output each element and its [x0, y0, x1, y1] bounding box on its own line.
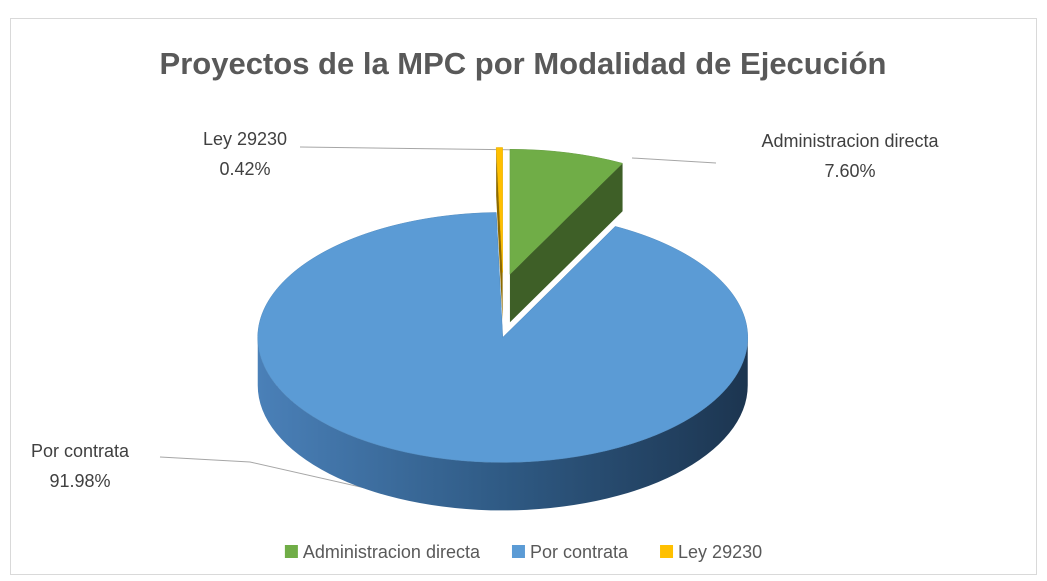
data-label-category: Ley 29230 [203, 129, 287, 149]
slice [495, 147, 503, 273]
legend-swatch [660, 545, 674, 558]
legend-swatch [284, 545, 298, 558]
chart-title: Proyectos de la MPC por Modalidad de Eje… [160, 46, 887, 81]
data-label-category: Administracion directa [761, 131, 939, 151]
slice-face [509, 163, 623, 323]
leader-line [299, 146, 528, 151]
legend-swatch [511, 545, 525, 558]
legend-label: Ley 29230 [678, 542, 762, 562]
legend-label: Por contrata [530, 542, 629, 562]
slice [509, 149, 624, 275]
data-label-value: 7.60% [824, 161, 875, 181]
legend-label: Administracion directa [303, 542, 481, 562]
data-label-value: 91.98% [49, 471, 110, 491]
slice-face [496, 147, 503, 321]
data-label-value: 0.42% [219, 159, 270, 179]
pie [257, 147, 748, 511]
slice-wall [257, 337, 748, 511]
legend: Administracion directa Por contrata Ley 29… [284, 542, 762, 562]
leader-line [631, 157, 717, 164]
slice [257, 212, 748, 463]
data-label-category: Por contrata [31, 441, 130, 461]
